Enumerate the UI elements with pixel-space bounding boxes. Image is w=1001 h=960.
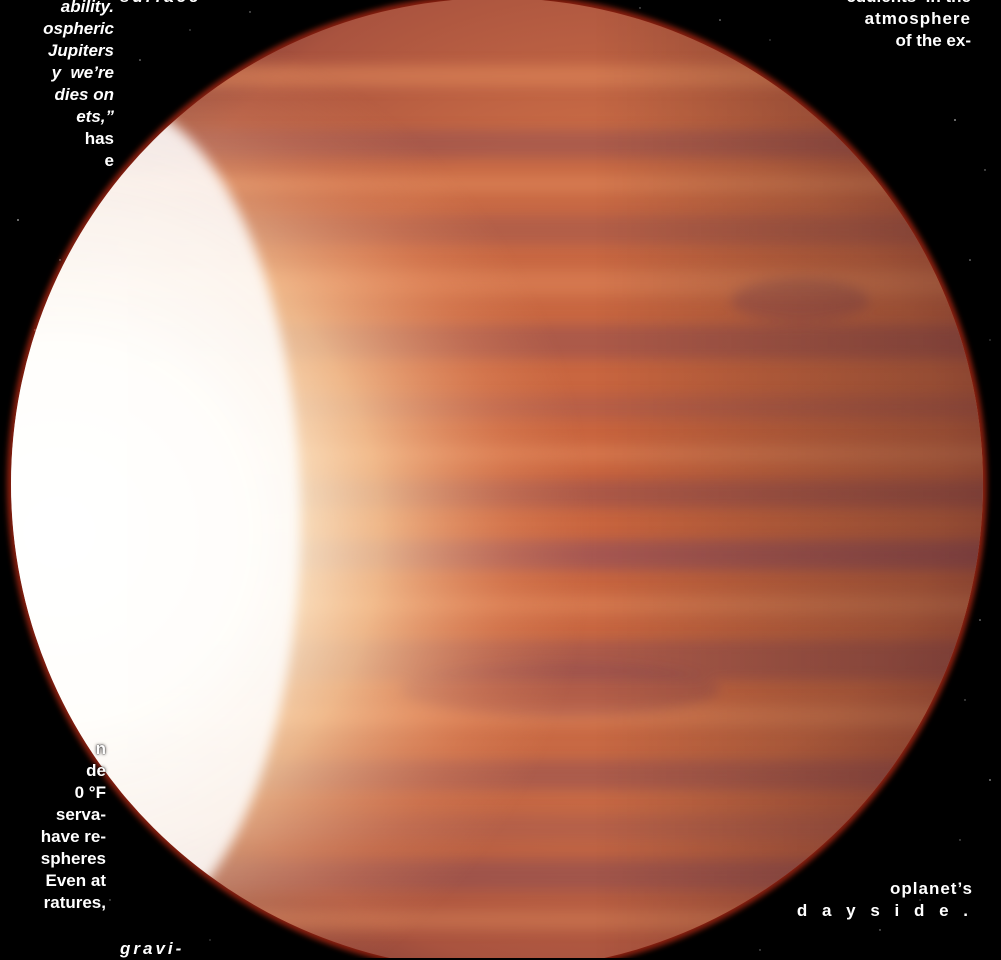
right-bottom-text: oplanet’s d a y s i d e .: [797, 878, 973, 922]
bottom-middle-text: gravi-: [120, 939, 185, 958]
text-line: y we’re: [51, 63, 114, 82]
text-line: have re-: [40, 827, 106, 846]
text-line: atmosphere: [864, 9, 971, 28]
text-line: e: [104, 151, 114, 170]
text-line: n: [95, 739, 106, 758]
text-line: Jupiters: [47, 41, 114, 60]
text-line: d a y s i d e .: [796, 901, 973, 920]
text-line: ability.: [60, 0, 114, 16]
right-top-text: cdulents in theatmosphere of the ex-: [846, 0, 971, 52]
text-line: spheres: [40, 849, 106, 868]
text-line: dies on: [54, 85, 114, 104]
left-top-text: ability. ospheric Jupiters y we’re dies on et…: [0, 0, 114, 172]
text-line: serva-: [55, 805, 106, 824]
text-line: has: [84, 129, 114, 148]
text-line: de: [86, 761, 106, 780]
text-line: cdulents in the: [846, 0, 971, 8]
text-line: ratures,: [43, 893, 106, 912]
left-bottom-text: n de 0 °F serva-have re-spheres Even at ratur…: [0, 738, 106, 914]
text-line: of the ex-: [895, 31, 971, 50]
top-center-text: surface: [120, 0, 201, 8]
text-line: ospheric: [43, 19, 114, 38]
text-line: ets,”: [76, 107, 114, 126]
text-line: Even at: [45, 871, 106, 890]
text-line: oplanet’s: [890, 879, 973, 898]
text-line: 0 °F: [74, 783, 106, 802]
